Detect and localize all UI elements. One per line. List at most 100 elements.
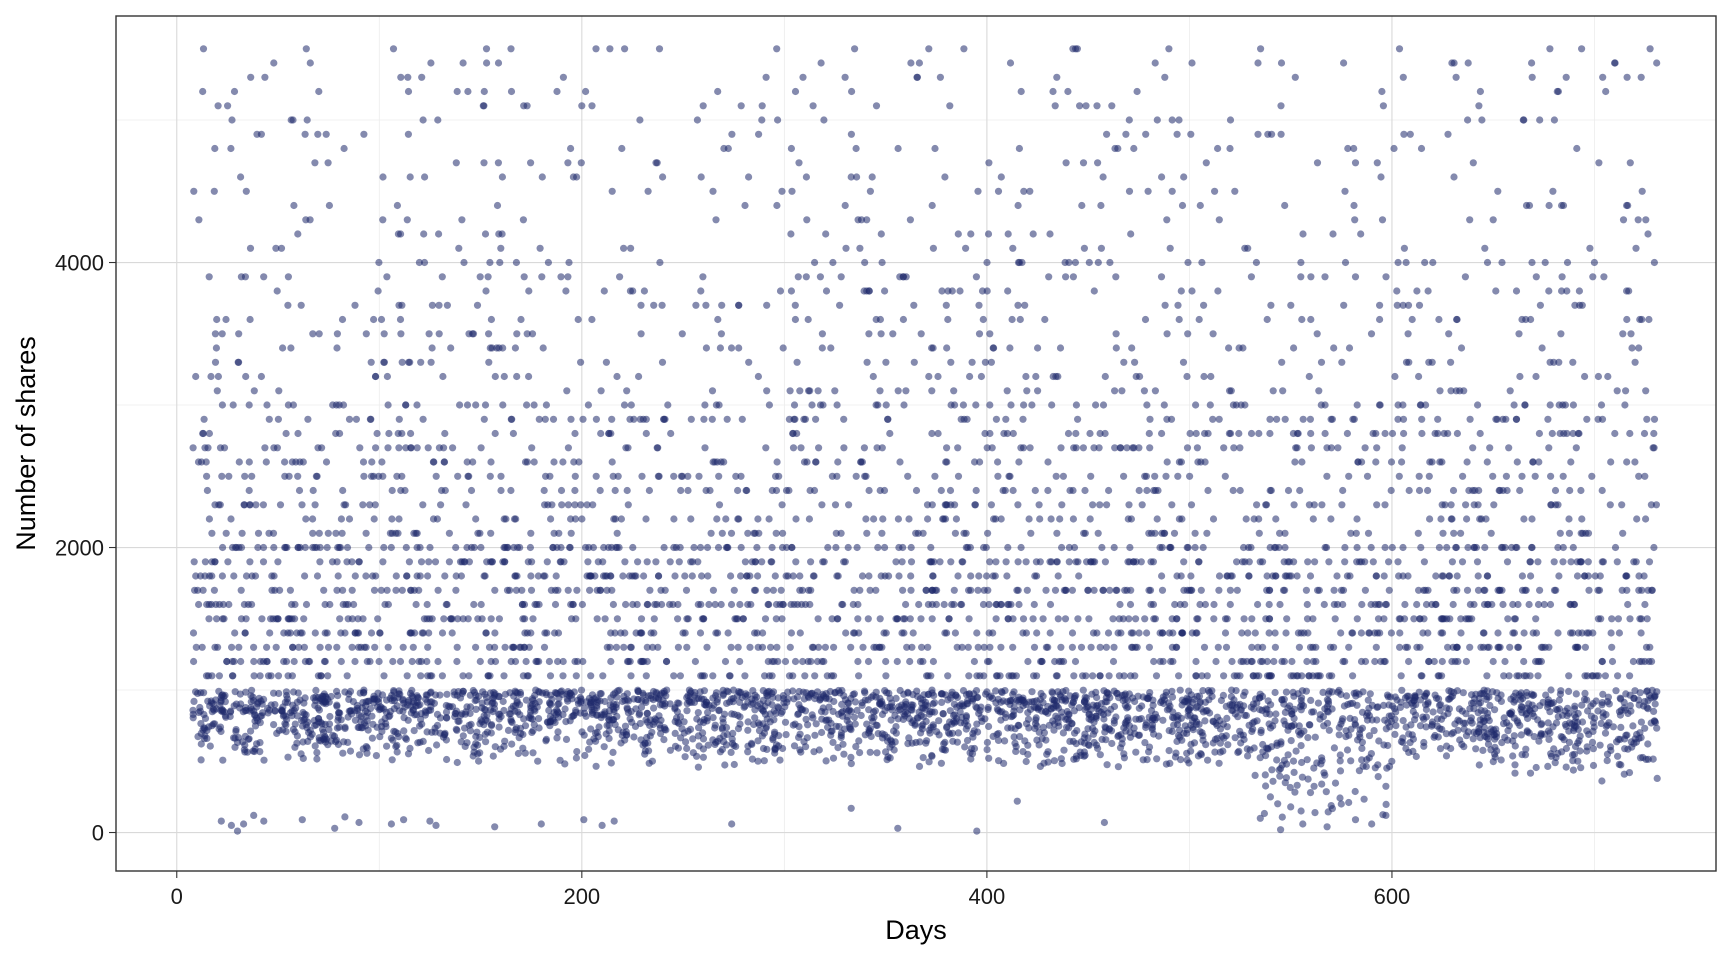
data-point	[1146, 586, 1155, 594]
data-point	[997, 688, 1006, 696]
data-point	[736, 600, 744, 609]
data-point	[1145, 743, 1154, 751]
data-point	[915, 762, 924, 771]
data-point	[378, 458, 386, 466]
data-point	[856, 749, 864, 757]
data-point	[344, 713, 352, 721]
data-point	[1369, 558, 1377, 566]
data-point	[525, 714, 533, 722]
data-point	[1503, 558, 1512, 566]
data-point	[735, 515, 743, 523]
data-point	[1396, 629, 1404, 637]
data-point	[769, 586, 778, 594]
data-point	[1151, 387, 1159, 395]
data-point	[751, 558, 759, 566]
data-point	[421, 711, 429, 719]
data-point	[423, 600, 431, 609]
data-point	[1577, 764, 1585, 772]
data-point	[864, 615, 872, 623]
data-point	[1042, 643, 1050, 651]
data-point	[1398, 458, 1406, 466]
data-point	[807, 558, 815, 566]
data-point	[786, 643, 794, 651]
data-point	[347, 707, 355, 715]
data-point	[896, 458, 904, 466]
data-point	[566, 543, 574, 552]
data-point	[689, 749, 697, 757]
data-point	[683, 707, 691, 715]
data-point	[1289, 688, 1297, 697]
data-point	[546, 472, 554, 480]
data-point	[1475, 700, 1483, 708]
data-point	[633, 600, 641, 609]
data-point	[1641, 472, 1649, 480]
data-point	[410, 529, 418, 537]
data-point	[1246, 746, 1254, 754]
data-point	[1025, 698, 1033, 706]
data-point	[245, 401, 253, 409]
data-point	[218, 708, 226, 716]
data-point	[1437, 515, 1445, 523]
data-point	[985, 722, 993, 731]
data-point	[249, 693, 257, 701]
data-point	[1650, 429, 1658, 438]
data-point	[984, 705, 992, 714]
data-point	[1290, 721, 1298, 729]
data-point	[1342, 692, 1351, 700]
data-point	[1490, 501, 1498, 509]
data-point	[1513, 717, 1521, 725]
data-point	[912, 529, 920, 537]
data-point	[459, 672, 467, 680]
data-point	[1187, 572, 1195, 580]
data-point	[671, 704, 679, 712]
data-point	[1328, 672, 1336, 680]
data-point	[1149, 701, 1157, 709]
data-point	[627, 401, 635, 409]
data-point	[408, 629, 416, 637]
data-point	[1215, 415, 1223, 423]
data-point	[1613, 387, 1621, 395]
data-point	[1058, 501, 1066, 509]
data-point	[295, 643, 303, 651]
data-point	[327, 737, 335, 745]
data-point	[1118, 387, 1126, 395]
data-point	[1238, 629, 1246, 637]
data-point	[443, 600, 451, 609]
data-point	[585, 745, 593, 753]
data-point	[1195, 558, 1203, 566]
data-point	[302, 515, 310, 523]
data-point	[313, 543, 321, 552]
data-point	[218, 472, 226, 480]
data-point	[1323, 472, 1331, 480]
data-point	[744, 726, 752, 734]
data-point	[1027, 529, 1035, 537]
data-point	[1297, 729, 1305, 737]
data-point	[1071, 657, 1080, 666]
data-point	[992, 672, 1001, 680]
data-point	[506, 689, 514, 697]
data-point	[298, 629, 306, 637]
data-point	[1372, 458, 1380, 466]
data-point	[1120, 724, 1128, 732]
data-point	[1402, 643, 1410, 651]
data-point	[821, 708, 829, 716]
data-point	[1336, 757, 1344, 765]
data-point	[1599, 713, 1607, 721]
data-point	[1574, 629, 1582, 637]
data-point	[500, 372, 508, 381]
data-point	[1622, 387, 1630, 395]
data-point	[1596, 741, 1604, 749]
data-point	[1491, 753, 1499, 761]
data-point	[504, 726, 513, 735]
data-point	[929, 572, 937, 580]
data-point	[816, 401, 825, 409]
data-point	[617, 515, 626, 523]
data-point	[359, 501, 367, 509]
data-point	[742, 486, 750, 495]
data-point	[1305, 372, 1313, 381]
data-point	[1398, 686, 1406, 694]
data-point	[987, 692, 995, 700]
data-point	[704, 708, 712, 717]
data-point	[1125, 690, 1133, 698]
data-point	[1343, 746, 1352, 754]
